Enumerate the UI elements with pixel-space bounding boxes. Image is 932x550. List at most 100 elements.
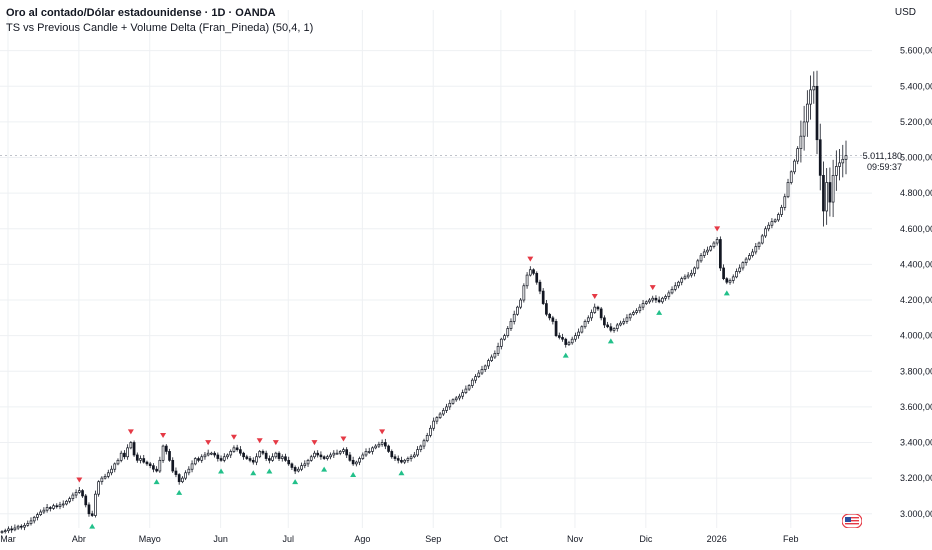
- y-tick-label: 4.000,000: [900, 331, 932, 341]
- candle-bearish: [548, 313, 551, 319]
- candle-bullish: [309, 456, 313, 461]
- buy-signal-marker: [89, 523, 96, 529]
- candle-bearish: [390, 451, 394, 458]
- candle-bullish: [661, 297, 664, 303]
- sell-signal-marker: [379, 429, 386, 435]
- sell-signal-marker: [527, 256, 534, 262]
- y-tick-label: 4.200,000: [900, 295, 932, 305]
- candle-bearish: [87, 504, 91, 515]
- candle-bullish: [274, 452, 278, 458]
- candle-bullish: [735, 271, 738, 278]
- candle-bullish: [844, 155, 848, 160]
- candle-bearish: [152, 465, 155, 470]
- x-tick-label: Dic: [639, 534, 652, 544]
- candle-bullish: [210, 452, 213, 455]
- candle-bullish: [731, 276, 735, 281]
- candle-bullish: [461, 392, 465, 397]
- candle-bullish: [255, 456, 258, 463]
- candle-bullish: [358, 458, 361, 463]
- candle-bearish: [48, 507, 52, 509]
- buy-signal-marker: [176, 489, 183, 495]
- candle-bullish: [677, 281, 680, 287]
- candle-bullish: [206, 452, 210, 456]
- candle-bullish: [522, 285, 526, 301]
- candle-bullish: [203, 454, 207, 458]
- y-tick-label: 3.200,000: [900, 473, 932, 483]
- candle-bullish: [367, 451, 371, 453]
- candle-bullish: [229, 451, 233, 456]
- candle-bullish: [412, 454, 416, 458]
- candle-bullish: [103, 476, 107, 479]
- candle-bullish: [422, 440, 426, 447]
- candle-bullish: [326, 456, 329, 459]
- sell-signal-marker: [127, 429, 134, 435]
- candle-bearish: [164, 445, 168, 452]
- candle-bullish: [780, 207, 783, 215]
- buy-signal-marker: [607, 338, 614, 344]
- x-tick-label: 2026: [707, 534, 727, 544]
- candle-bearish: [822, 175, 825, 212]
- candle-bullish: [760, 235, 764, 244]
- candle-bullish: [355, 461, 358, 465]
- price-axis[interactable]: 3.000,000 3.200,000 3.400,000 3.600,000 3.80…: [900, 46, 932, 519]
- candle-bullish: [280, 456, 284, 459]
- candle-bearish: [596, 306, 600, 310]
- candle-bullish: [683, 276, 687, 280]
- candle-bearish: [248, 458, 252, 461]
- candle-bearish: [293, 467, 297, 472]
- candle-bullish: [139, 458, 142, 461]
- candle-bullish: [313, 452, 316, 458]
- candle-bullish: [68, 498, 71, 502]
- x-tick-label: Jun: [213, 534, 228, 544]
- candle-bullish: [583, 321, 587, 328]
- candle-bullish: [429, 427, 432, 436]
- indicator-label[interactable]: TS vs Previous Candle + Volume Delta (Fr…: [6, 22, 314, 34]
- candle-bullish: [506, 328, 510, 336]
- currency-label[interactable]: USD: [894, 7, 916, 18]
- candle-bullish: [512, 313, 516, 322]
- candle-bearish: [828, 182, 832, 203]
- candle-bullish: [802, 121, 806, 137]
- candle-bullish: [58, 504, 62, 507]
- candle-bullish: [409, 456, 413, 459]
- candle-bullish: [764, 228, 767, 237]
- buy-signal-marker: [350, 472, 357, 478]
- candle-bullish: [193, 458, 197, 465]
- sell-signal-marker: [76, 477, 83, 483]
- symbol-title[interactable]: Oro al contado/Dólar estadounidense · 1D…: [6, 7, 276, 19]
- candle-bullish: [65, 500, 68, 505]
- candle-bullish: [380, 442, 384, 445]
- y-tick-label: 4.400,000: [900, 259, 932, 269]
- candle-bullish: [699, 255, 703, 262]
- candle-bearish: [245, 456, 249, 459]
- flag-icon[interactable]: [842, 514, 862, 528]
- candle-bearish: [251, 459, 255, 463]
- candle-bullish: [670, 288, 674, 294]
- buy-signal-marker: [398, 470, 405, 476]
- x-tick-label: Jul: [283, 534, 295, 544]
- candle-bearish: [135, 454, 139, 461]
- x-tick-label: Ago: [354, 534, 370, 544]
- bar-countdown-label: 09:59:37: [866, 162, 902, 172]
- candle-bearish: [599, 308, 603, 319]
- candle-bearish: [242, 452, 245, 458]
- candle-bullish: [7, 528, 10, 532]
- candle-bullish: [406, 458, 410, 461]
- candle-bullish: [222, 456, 226, 461]
- candle-bullish: [490, 356, 493, 361]
- candle-bullish: [106, 472, 110, 477]
- candle-bearish: [400, 459, 403, 463]
- candle-bullish: [519, 299, 522, 308]
- candle-bullish: [110, 468, 113, 474]
- candle-bearish: [383, 442, 387, 447]
- candle-bearish: [216, 454, 220, 459]
- candle-bullish: [619, 322, 622, 326]
- candle-bearish: [55, 505, 59, 508]
- candle-bullish: [42, 509, 46, 513]
- buy-signal-marker: [562, 352, 569, 358]
- candle-bullish: [77, 490, 81, 493]
- time-axis[interactable]: Mar Abr Mayo Jun Jul Ago Sep Oct Nov Dic 2026 Feb: [0, 534, 798, 544]
- candle-bullish: [32, 516, 36, 522]
- candle-bullish: [786, 182, 790, 198]
